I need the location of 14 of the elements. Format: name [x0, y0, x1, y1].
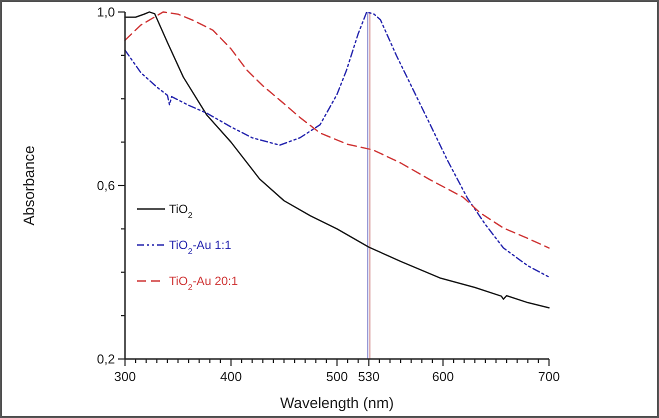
x-tick-label: 300	[114, 369, 136, 384]
legend-label: TiO$_{2}$	[169, 202, 193, 220]
legend-label: TiO$_{2}$-Au 20:1	[169, 274, 238, 292]
y-axis-title: Absorbance	[21, 145, 38, 226]
x-tick-label: 500	[326, 369, 348, 384]
y-tick-label: 0,6	[96, 178, 115, 194]
x-tick-label: 600	[432, 369, 454, 384]
y-tick-label: 0,2	[96, 352, 115, 367]
x-tick-label: 700	[538, 369, 560, 384]
x-tick-label: 530	[358, 369, 380, 384]
y-tick-label: 1,0	[96, 4, 115, 20]
x-tick-label: 400	[220, 369, 242, 384]
x-axis-title: Wavelength (nm)	[280, 395, 394, 412]
legend-label: TiO$_{2}$-Au 1:1	[169, 238, 232, 256]
